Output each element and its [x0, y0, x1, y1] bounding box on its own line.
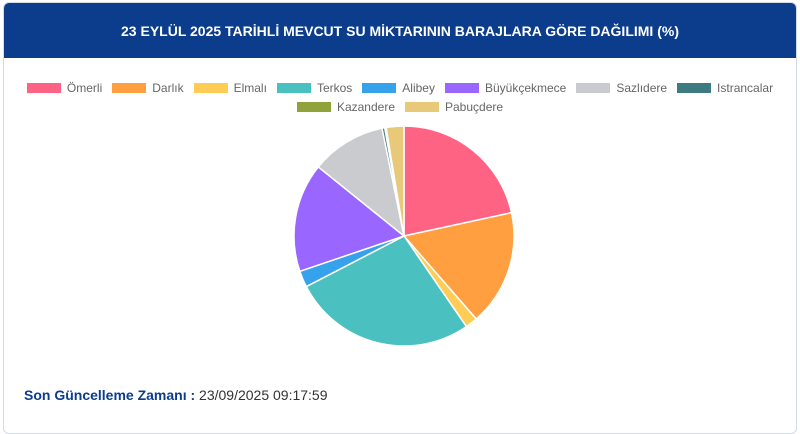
header-bar: 23 EYLÜL 2025 TARİHLİ MEVCUT SU MİKTARIN…: [4, 3, 796, 58]
legend-swatch: [26, 83, 61, 93]
legend-label: Alibey: [402, 81, 435, 95]
pie-slice: [305, 235, 468, 347]
legend-swatch: [112, 83, 147, 93]
legend-label: Darlık: [152, 81, 184, 95]
card: 23 EYLÜL 2025 TARİHLİ MEVCUT SU MİKTARIN…: [3, 2, 797, 434]
legend-item: Elmalı: [193, 81, 267, 95]
legend-item: Alibey: [362, 81, 435, 95]
pie-slice: [385, 125, 405, 237]
title: 23 EYLÜL 2025 TARİHLİ MEVCUT SU MİKTARIN…: [121, 22, 679, 39]
legend-item: Istrancalar: [677, 81, 773, 95]
legend-swatch: [576, 83, 611, 93]
legend-item: Sazlıdere: [576, 81, 667, 95]
legend-item: Kazandere: [296, 100, 395, 114]
legend-label: Pabuçdere: [445, 100, 504, 114]
page: {"header": {"title": "23 EYLÜL 2025 TARİ…: [3, 2, 797, 434]
legend-swatch: [677, 83, 712, 93]
legend-swatch: [276, 83, 311, 93]
legend-label: Büyükçekmece: [484, 81, 567, 95]
legend-swatch: [193, 83, 228, 93]
footer-value: 23/09/2025 09:17:59: [199, 387, 328, 403]
legend-label: Elmalı: [233, 81, 267, 95]
pie-slice: [293, 165, 406, 273]
legend-item: Pabuçdere: [405, 100, 503, 114]
footer-label: Son Güncelleme Zamanı :: [24, 387, 196, 403]
legend-label: Sazlıdere: [616, 81, 668, 95]
legend-label: Istrancalar: [717, 81, 774, 95]
pie-slice: [402, 211, 515, 321]
footer: Son Güncelleme Zamanı : 23/09/2025 09:17…: [24, 387, 328, 403]
legend-item: Darlık: [112, 81, 184, 95]
legend-label: Ömerli: [66, 81, 103, 95]
pie-slice: [403, 125, 513, 237]
legend-swatch: [444, 83, 479, 93]
legend-item: Terkos: [276, 81, 353, 95]
pie-slice: [317, 127, 406, 238]
legend-item: Ömerli: [26, 81, 103, 95]
legend-swatch: [362, 83, 397, 93]
legend-swatch: [405, 102, 439, 112]
chart: [293, 125, 515, 347]
legend-item: Büyükçekmece: [444, 81, 567, 95]
legend: Ömerli Darlık Elmalı Terkos Alibey Büyükçekme…: [24, 81, 776, 114]
legend-swatch: [296, 102, 331, 112]
legend-label: Kazandere: [336, 100, 395, 114]
legend-label: Terkos: [316, 81, 353, 95]
